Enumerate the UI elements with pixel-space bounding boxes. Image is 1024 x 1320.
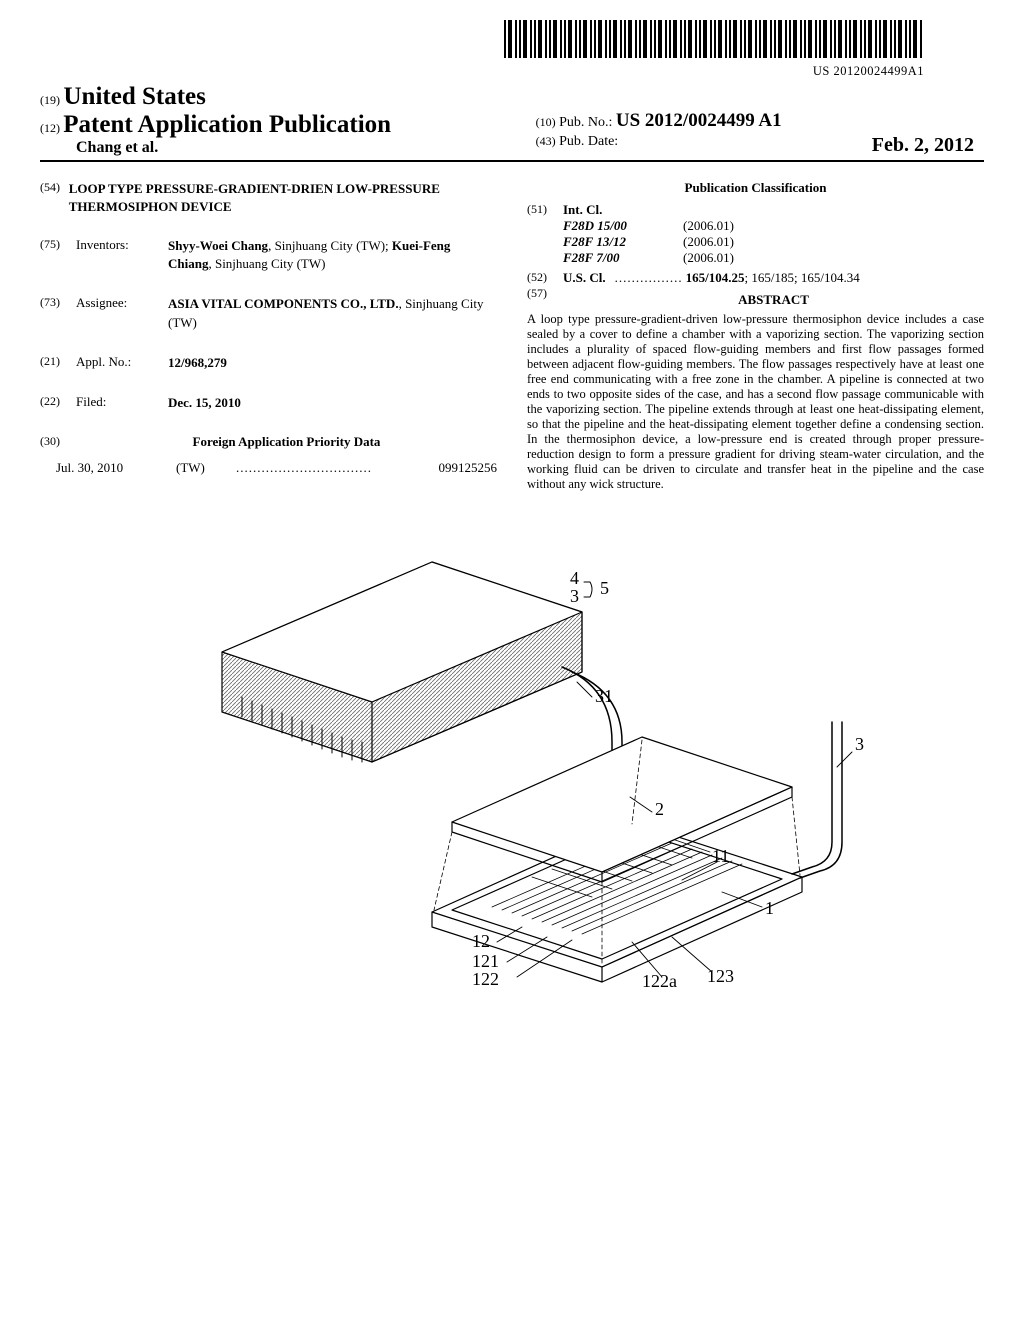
title-prefix: (54) (40, 180, 69, 215)
fig-label-123: 123 (707, 966, 734, 986)
country-name: United States (64, 83, 206, 110)
fig-label-4: 4 (570, 568, 579, 588)
barcode-graphic (504, 20, 924, 58)
patent-figure: 4 3 5 31 3 2 11 1 12 121 122 122a 123 (40, 522, 984, 1026)
fig-label-2: 2 (655, 799, 664, 819)
pubdate-value: Feb. 2, 2012 (872, 134, 974, 157)
uscl-rest: ; 165/185; 165/104.34 (745, 270, 860, 285)
foreign-wrap: (30) Foreign Application Priority Data (40, 434, 497, 460)
assignee-prefix: (73) (40, 295, 76, 331)
intcl-year-0: (2006.01) (683, 218, 734, 234)
foreign-inner: Foreign Application Priority Data (76, 434, 497, 460)
foreign-header-text: Foreign Application Priority Data (193, 434, 381, 449)
pubno-line: (10) Pub. No.: US 2012/0024499 A1 (536, 110, 984, 132)
foreign-row: Jul. 30, 2010 (TW) .....................… (40, 460, 497, 476)
intcl-year-2: (2006.01) (683, 250, 734, 266)
header-row: (19) United States (12) Patent Applicati… (40, 83, 984, 162)
right-column: Publication Classification (51) Int. Cl.… (527, 180, 984, 492)
intcl-year-1: (2006.01) (683, 234, 734, 250)
intcl-item-2: F28F 7/00 (2006.01) (527, 250, 984, 266)
uscl-val: 165/104.25; 165/185; 165/104.34 (686, 270, 860, 286)
pubno-value: US 2012/0024499 A1 (616, 110, 782, 131)
applno-label: Appl. No.: (76, 354, 168, 372)
intcl-code-2: F28F 7/00 (563, 250, 683, 266)
assignee-value: ASIA VITAL COMPONENTS CO., LTD., Sinjhua… (168, 295, 497, 331)
abstract-header: ABSTRACT (563, 292, 984, 308)
barcode-number: US 20120024499A1 (40, 64, 924, 79)
filed-label: Filed: (76, 394, 168, 412)
uscl-bold: 165/104.25 (686, 270, 745, 285)
intcl-code-1: F28F 13/12 (563, 234, 683, 250)
pubno-prefix: (10) (536, 115, 556, 129)
applno-row: (21) Appl. No.: 12/968,279 (40, 354, 497, 372)
fig-label-122a: 122a (642, 971, 677, 991)
abstract-header-wrap: ABSTRACT (563, 286, 984, 312)
pubdate-line: (43) Pub. Date: Feb. 2, 2012 (536, 134, 984, 150)
fig-label-31: 31 (595, 686, 613, 706)
intcl-row: (51) Int. Cl. (527, 202, 984, 218)
intcl-item-0: F28D 15/00 (2006.01) (527, 218, 984, 234)
biblio-columns: (54) LOOP TYPE PRESSURE-GRADIENT-DRIEN L… (40, 180, 984, 492)
figure-svg: 4 3 5 31 3 2 11 1 12 121 122 122a 123 (152, 522, 872, 1022)
filed-bold: Dec. 15, 2010 (168, 395, 241, 410)
uscl-prefix: (52) (527, 270, 563, 286)
fig-label-3: 3 (855, 734, 864, 754)
uscl-row: (52) U.S. Cl. ................ 165/104.2… (527, 270, 984, 286)
applno-bold: 12/968,279 (168, 355, 227, 370)
fig-label-1: 1 (765, 898, 774, 918)
fig-label-5: 5 (600, 578, 609, 598)
foreign-header: Foreign Application Priority Data (76, 434, 497, 450)
abstract-text: A loop type pressure-gradient-driven low… (527, 312, 984, 492)
foreign-number: 099125256 (407, 460, 497, 476)
filed-row: (22) Filed: Dec. 15, 2010 (40, 394, 497, 412)
fig-label-12: 12 (472, 931, 490, 951)
title-text: LOOP TYPE PRESSURE-GRADIENT-DRIEN LOW-PR… (69, 180, 497, 215)
fig-label-121: 121 (472, 951, 499, 971)
foreign-country: (TW) (176, 460, 236, 476)
assignee-row: (73) Assignee: ASIA VITAL COMPONENTS CO.… (40, 295, 497, 331)
intcl-code-0: F28D 15/00 (563, 218, 683, 234)
left-column: (54) LOOP TYPE PRESSURE-GRADIENT-DRIEN L… (40, 180, 497, 492)
fig-label-122: 122 (472, 969, 499, 989)
pubno-label: Pub. No.: (559, 115, 612, 130)
country-line: (19) United States (40, 83, 536, 111)
fig-label-3a: 3 (570, 586, 579, 606)
uscl-dots: ................ (615, 270, 683, 286)
abstract-header-row: (57) ABSTRACT (527, 286, 984, 312)
intcl-prefix: (51) (527, 202, 563, 218)
fig-label-11: 11 (712, 846, 729, 866)
foreign-prefix: (30) (40, 434, 76, 460)
authors-line: Chang et al. (40, 139, 536, 157)
uscl-label: U.S. Cl. (563, 270, 606, 286)
country-prefix: (19) (40, 93, 60, 107)
foreign-dots: ................................ (236, 460, 407, 476)
filed-prefix: (22) (40, 394, 76, 412)
header-left: (19) United States (12) Patent Applicati… (40, 83, 536, 157)
pubtype-prefix: (12) (40, 121, 60, 135)
barcode-section: US 20120024499A1 (40, 20, 984, 79)
classification-header: Publication Classification (527, 180, 984, 196)
applno-value: 12/968,279 (168, 354, 497, 372)
assignee-bold: ASIA VITAL COMPONENTS CO., LTD. (168, 296, 399, 311)
inventors-prefix: (75) (40, 237, 76, 273)
assignee-label: Assignee: (76, 295, 168, 331)
intcl-label: Int. Cl. (563, 202, 602, 218)
applno-prefix: (21) (40, 354, 76, 372)
intcl-item-1: F28F 13/12 (2006.01) (527, 234, 984, 250)
abstract-prefix: (57) (527, 286, 563, 312)
pubtype-text: Patent Application Publication (63, 111, 391, 138)
pubtype-line: (12) Patent Application Publication (40, 111, 536, 139)
title-row: (54) LOOP TYPE PRESSURE-GRADIENT-DRIEN L… (40, 180, 497, 215)
pubdate-prefix: (43) (536, 134, 556, 148)
inventors-value: Shyy-Woei Chang, Sinjhuang City (TW); Ku… (168, 237, 497, 273)
pubdate-label: Pub. Date: (559, 134, 618, 149)
header-right: (10) Pub. No.: US 2012/0024499 A1 (43) P… (536, 110, 984, 157)
inventor-name-1: Shyy-Woei Chang (168, 238, 268, 253)
foreign-date: Jul. 30, 2010 (56, 460, 176, 476)
inventors-row: (75) Inventors: Shyy-Woei Chang, Sinjhua… (40, 237, 497, 273)
inventors-label: Inventors: (76, 237, 168, 273)
filed-value: Dec. 15, 2010 (168, 394, 497, 412)
